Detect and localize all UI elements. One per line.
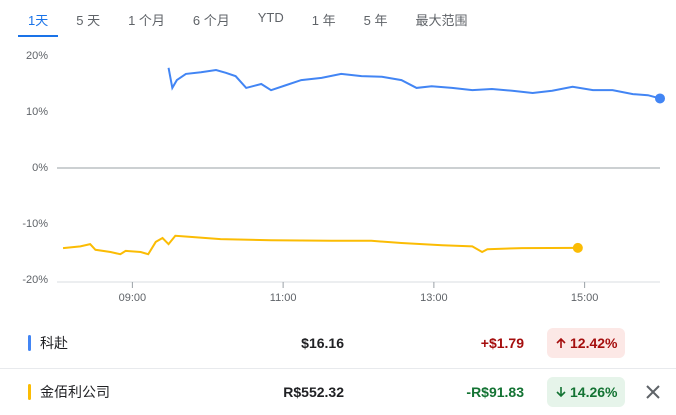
price: $16.16 — [301, 335, 344, 351]
end-dot — [655, 93, 665, 104]
change: -R$91.83 — [466, 384, 524, 400]
x-tick-label: 13:00 — [420, 292, 448, 304]
range-tab[interactable]: 1 个月 — [128, 13, 165, 28]
range-tab[interactable]: 5 天 — [76, 13, 101, 28]
percent: 14.26% — [570, 384, 618, 400]
range-tab[interactable]: 6 个月 — [192, 13, 230, 28]
range-tab[interactable]: 1 年 — [311, 13, 336, 28]
x-tick-label: 09:00 — [119, 292, 147, 304]
chart: 20% 10% 0% -10% -20% 09:00 11:00 13:00 15:00 — [22, 50, 665, 304]
range-tab[interactable]: 5 年 — [363, 13, 388, 28]
range-tab[interactable]: 1天 — [18, 6, 59, 37]
percent-badge: 14.26% — [547, 377, 626, 407]
series-line — [167, 67, 661, 100]
change: +$1.79 — [480, 335, 524, 351]
price: R$552.32 — [283, 384, 344, 400]
range-tabs: 1天 5 天 1 个月 6 个月 YTD 1 年 5 年 最大范围 — [18, 6, 485, 37]
series-name: 金佰利公司 — [40, 384, 110, 400]
remove-button[interactable] — [646, 385, 660, 399]
series-swatch — [28, 384, 31, 400]
percent: 12.42% — [570, 335, 618, 351]
legend-row: 科赴 $16.16 +$1.79 12.42% — [0, 320, 676, 366]
percent-badge: 12.42% — [547, 328, 626, 358]
y-tick-label: -10% — [22, 218, 48, 230]
end-dot — [572, 242, 583, 253]
series-swatch — [28, 335, 31, 351]
series-line — [62, 234, 578, 256]
range-tab[interactable]: YTD — [257, 10, 284, 25]
range-tab[interactable]: 最大范围 — [415, 13, 468, 28]
up-arrow — [556, 337, 566, 348]
y-tick-label: -20% — [22, 274, 48, 286]
x-tick-label: 15:00 — [571, 292, 599, 304]
down-arrow — [556, 387, 566, 398]
y-tick-label: 10% — [26, 106, 48, 118]
y-tick-label: 0% — [32, 162, 48, 174]
y-tick-label: 20% — [26, 50, 48, 62]
series-name: 科赴 — [40, 335, 68, 351]
x-tick-label: 11:00 — [270, 292, 297, 304]
legend-row: 金佰利公司 R$552.32 -R$91.83 14.26% — [0, 368, 676, 415]
